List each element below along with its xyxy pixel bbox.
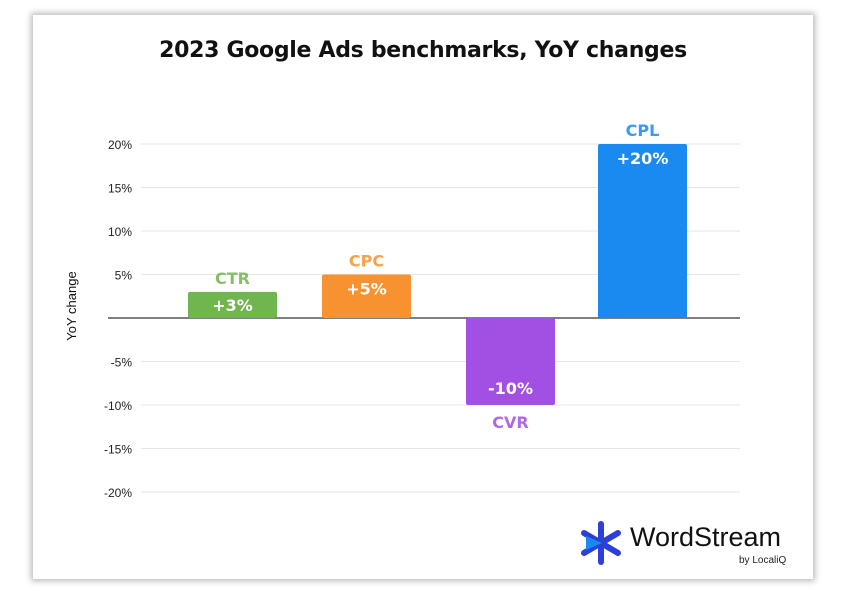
category-label: CVR [492, 413, 528, 432]
category-label: CTR [215, 269, 250, 288]
data-label: +20% [617, 149, 669, 168]
y-tick-label: -15% [104, 443, 132, 457]
data-label: -10% [488, 379, 533, 398]
y-tick-label: 15% [108, 182, 132, 196]
y-axis-label: YoY change [64, 271, 79, 340]
chart-title: 2023 Google Ads benchmarks, YoY changes [159, 38, 687, 63]
data-label: +5% [346, 280, 387, 299]
y-tick-label: -5% [111, 356, 133, 370]
wordstream-asterisk-icon [581, 521, 621, 565]
bar-cpl [598, 144, 687, 318]
wordstream-logo: WordStream by LocaliQ [578, 520, 808, 568]
bar-cpc [322, 274, 411, 318]
category-label: CPC [349, 252, 384, 271]
logo-wordmark: WordStream [630, 522, 782, 552]
y-tick-label: 5% [115, 269, 133, 283]
bar-cvr [466, 318, 555, 405]
y-tick-label: -20% [104, 486, 132, 500]
bar-ctr [188, 291, 277, 318]
data-label: +3% [212, 296, 253, 315]
y-tick-label: 10% [108, 225, 132, 239]
y-tick-label: 20% [108, 138, 132, 152]
category-label: CPL [626, 121, 660, 140]
y-tick-label: -10% [104, 399, 132, 413]
logo-subtitle: by LocaliQ [739, 555, 787, 566]
